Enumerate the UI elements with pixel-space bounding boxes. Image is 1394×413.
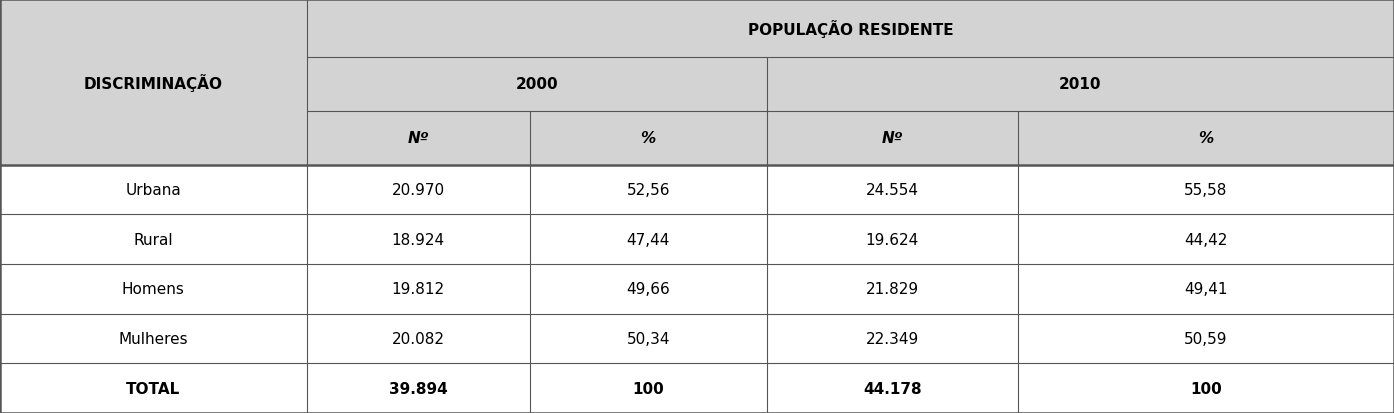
Text: Homens: Homens — [121, 282, 185, 297]
Text: 19.812: 19.812 — [392, 282, 445, 297]
Text: 100: 100 — [1190, 381, 1221, 396]
Text: 2000: 2000 — [516, 77, 558, 92]
Text: 50,59: 50,59 — [1184, 331, 1228, 346]
Text: Nº: Nº — [407, 131, 429, 146]
Polygon shape — [0, 0, 1394, 58]
Text: 50,34: 50,34 — [626, 331, 671, 346]
Polygon shape — [0, 363, 1394, 413]
Text: %: % — [1199, 131, 1213, 146]
Text: 20.970: 20.970 — [392, 183, 445, 197]
Text: 100: 100 — [633, 381, 664, 396]
Text: 44.178: 44.178 — [863, 381, 921, 396]
Polygon shape — [0, 165, 1394, 215]
Text: 52,56: 52,56 — [626, 183, 671, 197]
Text: 19.624: 19.624 — [866, 232, 919, 247]
Text: TOTAL: TOTAL — [127, 381, 180, 396]
Text: 18.924: 18.924 — [392, 232, 445, 247]
Text: 55,58: 55,58 — [1184, 183, 1228, 197]
Text: 22.349: 22.349 — [866, 331, 919, 346]
Polygon shape — [0, 112, 1394, 165]
Text: Nº: Nº — [881, 131, 903, 146]
Text: %: % — [641, 131, 655, 146]
Text: 39.894: 39.894 — [389, 381, 447, 396]
Text: Mulheres: Mulheres — [118, 331, 188, 346]
Text: 24.554: 24.554 — [866, 183, 919, 197]
Polygon shape — [0, 264, 1394, 314]
Text: 49,66: 49,66 — [626, 282, 671, 297]
Polygon shape — [0, 58, 1394, 112]
Text: 49,41: 49,41 — [1184, 282, 1228, 297]
Text: 44,42: 44,42 — [1184, 232, 1228, 247]
Text: Urbana: Urbana — [125, 183, 181, 197]
Text: 2010: 2010 — [1059, 77, 1101, 92]
Text: 21.829: 21.829 — [866, 282, 919, 297]
Text: 47,44: 47,44 — [626, 232, 671, 247]
Text: DISCRIMINAÇÃO: DISCRIMINAÇÃO — [84, 74, 223, 92]
Polygon shape — [0, 215, 1394, 264]
Text: 20.082: 20.082 — [392, 331, 445, 346]
Text: POPULAÇÃO RESIDENTE: POPULAÇÃO RESIDENTE — [747, 20, 953, 38]
Polygon shape — [0, 314, 1394, 363]
Text: Rural: Rural — [134, 232, 173, 247]
